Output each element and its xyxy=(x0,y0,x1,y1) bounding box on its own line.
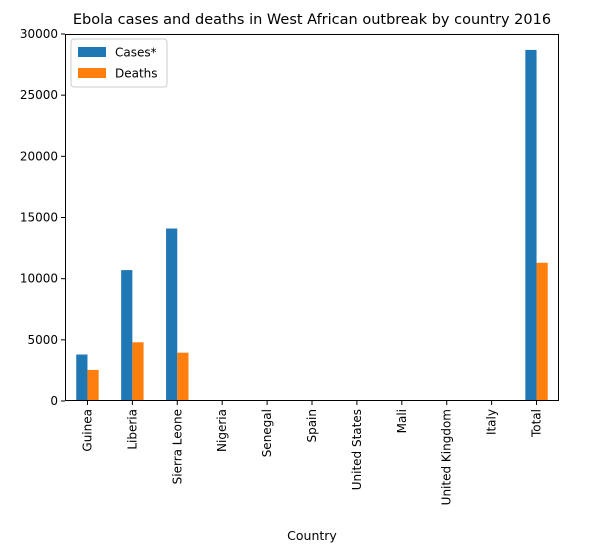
x-tick-label: United Kingdom xyxy=(440,409,454,505)
x-tick-label: Guinea xyxy=(80,409,94,452)
bars-layer xyxy=(76,49,548,402)
x-tick-label: Nigeria xyxy=(215,409,229,452)
y-tick-label: 30000 xyxy=(20,27,58,41)
bar-deaths-total xyxy=(536,262,548,401)
y-tick-label: 5000 xyxy=(27,333,58,347)
legend-label: Deaths xyxy=(115,67,158,81)
y-tick-label: 20000 xyxy=(20,149,58,163)
bar-cases-sierra-leone xyxy=(166,228,178,401)
x-tick-label: Liberia xyxy=(125,409,139,450)
legend-swatch xyxy=(78,68,106,78)
bar-cases-guinea xyxy=(76,354,88,401)
bar-deaths-guinea xyxy=(87,369,99,401)
x-tick-label: United States xyxy=(350,409,364,490)
legend: Cases* Deaths xyxy=(70,38,168,88)
bar-deaths-liberia xyxy=(132,342,144,401)
bar-cases-total xyxy=(525,49,537,402)
y-tick-label: 0 xyxy=(50,394,58,408)
legend-swatch xyxy=(78,47,106,57)
y-tick-label: 25000 xyxy=(20,88,58,102)
y-tick-label: 10000 xyxy=(20,272,58,286)
chart-title: Ebola cases and deaths in West African o… xyxy=(73,12,551,28)
bar-deaths-sierra-leone xyxy=(177,352,189,401)
y-tick-label: 15000 xyxy=(20,211,58,225)
bar-cases-liberia xyxy=(121,270,133,401)
x-tick-label: Senegal xyxy=(260,409,274,457)
x-tick-label: Spain xyxy=(305,409,319,443)
x-tick-label: Total xyxy=(530,409,544,438)
x-tick-label: Mali xyxy=(395,409,409,433)
legend-label: Cases* xyxy=(115,46,157,60)
y-axis: 0 5000 10000 15000 20000 25000 30000 xyxy=(20,27,65,408)
plot-frame xyxy=(65,34,559,401)
x-axis: Guinea Liberia Sierra Leone Nigeria Senegal S… xyxy=(80,401,544,505)
x-tick-label: Sierra Leone xyxy=(170,409,184,484)
x-tick-label: Italy xyxy=(485,409,499,435)
x-axis-title: Country xyxy=(287,528,337,543)
